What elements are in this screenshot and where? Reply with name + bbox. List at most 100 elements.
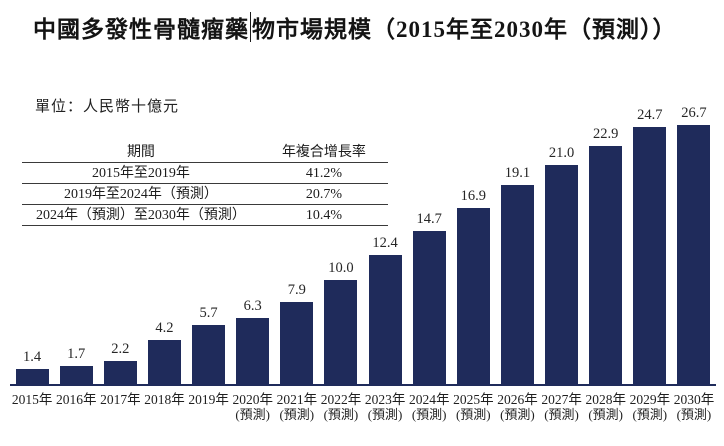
bar-column: 7.9 <box>275 106 319 384</box>
x-label: 2021年 (預測) <box>275 392 319 422</box>
bar-column: 19.1 <box>495 106 539 384</box>
cagr-cell: 41.2% <box>305 166 343 181</box>
x-label: 2028年 (預測) <box>584 392 628 422</box>
bar-value-label: 2.2 <box>111 341 130 358</box>
x-label: 2025年 (預測) <box>451 392 495 422</box>
bar-column: 6.3 <box>231 106 275 384</box>
bar-column: 4.2 <box>142 106 186 384</box>
x-label-forecast-note: (預測) <box>279 407 315 422</box>
bar <box>500 185 534 384</box>
bar-column: 10.0 <box>319 106 363 384</box>
bar-value-label: 6.3 <box>243 298 262 315</box>
period-cell: 2019年至2024年（預測） <box>63 187 218 202</box>
x-label-year: 2029年 <box>629 392 671 407</box>
bar-column: 22.9 <box>584 106 628 384</box>
x-label-forecast-note: (預測) <box>411 407 447 422</box>
x-label: 2027年 (預測) <box>540 392 584 422</box>
x-label-forecast-note: (預測) <box>588 407 624 422</box>
bar-column: 1.4 <box>10 106 54 384</box>
bar-column: 12.4 <box>363 106 407 384</box>
x-label: 2022年 (預測) <box>319 392 363 422</box>
bar <box>412 230 446 384</box>
x-label-year: 2027年 <box>541 392 582 407</box>
bar-value-label: 22.9 <box>593 125 619 142</box>
x-label: 2029年 (預測) <box>628 392 672 422</box>
x-axis-line <box>10 384 716 386</box>
plot-area: 1.4 1.7 2.2 4.2 5.7 6.3 7.9 10.0 12.4 14… <box>10 106 716 384</box>
x-label-forecast-note: (預測) <box>632 407 668 422</box>
cagr-table-row: 2019年至2024年（預測） 20.7% <box>22 184 388 205</box>
bar-column: 14.7 <box>407 106 451 384</box>
x-label-year: 2019年 <box>188 392 229 407</box>
bar-column: 5.7 <box>187 106 231 384</box>
x-label-forecast-note: (預測) <box>676 407 712 422</box>
x-label-forecast-note: (預測) <box>235 407 271 422</box>
x-label: 2030年 (預測) <box>672 392 716 422</box>
x-label-year: 2028年 <box>585 392 626 407</box>
bar <box>633 126 667 384</box>
x-label-year: 2030年 <box>673 392 715 407</box>
bar <box>59 366 93 384</box>
title-divider-artifact <box>250 12 251 42</box>
bar-column: 21.0 <box>540 106 584 384</box>
bar-column: 24.7 <box>628 106 672 384</box>
table-header-period: 期間 <box>126 145 155 160</box>
x-label: 2016年 <box>54 392 98 422</box>
bar <box>236 318 270 384</box>
bar-value-label: 12.4 <box>372 234 398 251</box>
x-label-forecast-note: (預測) <box>367 407 403 422</box>
x-label-year: 2022年 <box>320 392 362 407</box>
bar-value-label: 24.7 <box>637 106 663 123</box>
x-label-year: 2024年 <box>408 392 450 407</box>
x-label: 2020年 (預測) <box>231 392 275 422</box>
bar-value-label: 16.9 <box>460 188 486 205</box>
x-label-forecast-note: (預測) <box>323 407 359 422</box>
bar-value-label: 7.9 <box>287 281 306 298</box>
bar <box>589 145 623 384</box>
x-label-year: 2023年 <box>364 392 406 407</box>
cagr-table-row: 2015年至2019年 41.2% <box>22 163 388 184</box>
x-label-forecast-note: (預測) <box>544 407 579 422</box>
bar-value-label: 1.4 <box>23 349 42 366</box>
x-label-forecast-note: (預測) <box>455 407 491 422</box>
bar-value-label: 10.0 <box>328 259 354 276</box>
table-header-cagr: 年複合增長率 <box>281 145 366 160</box>
x-label: 2026年 (預測) <box>495 392 539 422</box>
bar-column: 16.9 <box>451 106 495 384</box>
x-label-year: 2021年 <box>276 392 318 407</box>
cagr-cell: 10.4% <box>305 208 343 223</box>
x-label: 2015年 <box>10 392 54 422</box>
cagr-table: 期間 年複合增長率 2015年至2019年 41.2% 2019年至2024年（… <box>22 142 388 226</box>
x-label: 2023年 (預測) <box>363 392 407 422</box>
x-label: 2024年 (預測) <box>407 392 451 422</box>
cagr-table-header-row: 期間 年複合增長率 <box>22 142 388 163</box>
period-cell: 2015年至2019年 <box>91 166 190 181</box>
x-label-year: 2025年 <box>453 392 494 407</box>
bar-value-label: 5.7 <box>199 304 218 321</box>
bar <box>456 208 490 384</box>
x-label-year: 2026年 <box>497 392 538 407</box>
page-title: 中國多發性骨髓瘤藥 物市場規模（2015年至2030年（預測）） <box>33 10 677 44</box>
x-label-year: 2020年 <box>232 392 273 407</box>
x-label: 2018年 <box>142 392 186 422</box>
bar <box>147 340 181 384</box>
bar <box>15 369 49 384</box>
cagr-cell: 20.7% <box>305 187 343 202</box>
page-title-part2: 物市場規模（2015年至2030年（預測）） <box>252 17 677 42</box>
bar-column: 26.7 <box>672 106 716 384</box>
bar-value-label: 19.1 <box>504 165 531 182</box>
x-label-year: 2015年 <box>11 392 53 407</box>
bar-value-label: 14.7 <box>416 210 442 227</box>
x-label-year: 2018年 <box>144 392 185 407</box>
bar <box>324 279 358 384</box>
period-cell: 2024年（預測）至2030年（預測） <box>35 208 246 223</box>
x-label: 2019年 <box>187 392 231 422</box>
unit-label: 單位：人民幣十億元 <box>35 99 180 115</box>
bar-column: 1.7 <box>54 106 98 384</box>
bar <box>280 301 314 384</box>
bar-chart: 1.4 1.7 2.2 4.2 5.7 6.3 7.9 10.0 12.4 14… <box>10 0 716 446</box>
x-label: 2017年 <box>98 392 142 422</box>
bar-value-label: 26.7 <box>681 105 707 121</box>
bar <box>103 361 137 384</box>
